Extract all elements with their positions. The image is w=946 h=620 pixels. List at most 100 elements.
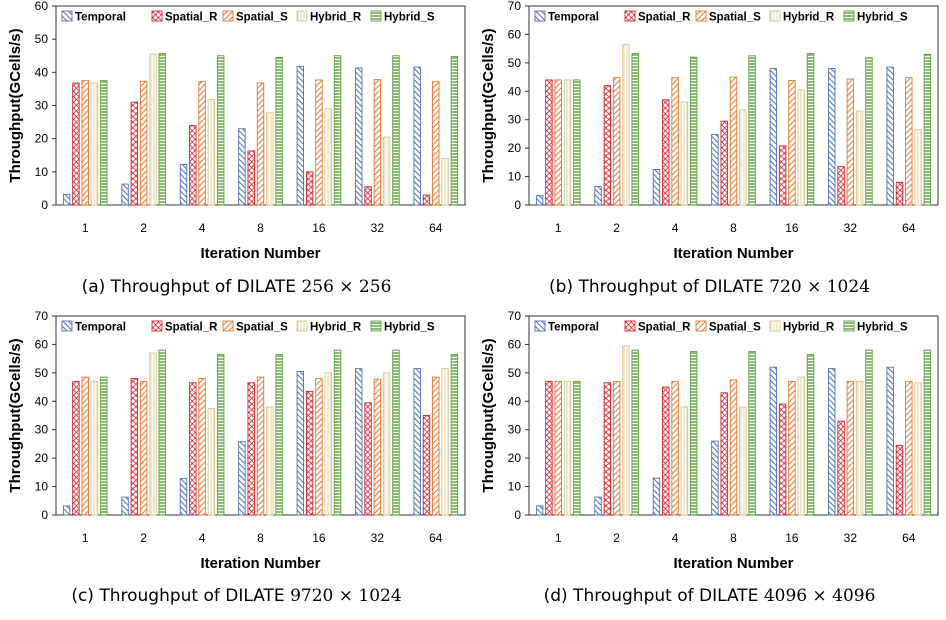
bar-spatial_r-iter-16 — [305, 171, 314, 206]
x-tick-label: 64 — [902, 531, 916, 545]
legend-swatch-spatial_s — [222, 10, 234, 22]
bar-hybrid_r-iter-4 — [207, 99, 216, 206]
bar-temporal-iter-2 — [594, 496, 602, 516]
bar-hybrid_s-iter-64 — [923, 53, 932, 206]
bar-hybrid_s-iter-16 — [806, 53, 815, 206]
bar-hybrid_r-iter-64 — [441, 368, 449, 516]
x-axis-label: Iteration Number — [673, 245, 793, 262]
x-tick-label: 1 — [555, 531, 562, 545]
bar-hybrid_s-iter-2 — [631, 53, 639, 206]
bar-spatial_s-iter-16 — [788, 80, 796, 206]
bar-spatial_s-iter-32 — [373, 79, 382, 206]
caption-math: 720 × 1024 — [769, 277, 870, 297]
bar-spatial_r-iter-16 — [778, 145, 787, 206]
bar-hybrid_s-iter-1 — [100, 80, 108, 206]
bar-hybrid_r-iter-16 — [797, 89, 805, 206]
caption-b: (b) Throughput of DILATE 720 × 1024 — [473, 277, 946, 297]
bar-spatial_r-iter-8 — [247, 382, 255, 516]
bar-spatial_s-iter-1 — [81, 376, 89, 516]
legend-label-temporal: Temporal — [75, 12, 126, 24]
bar-hybrid_r-iter-8 — [266, 112, 274, 206]
bar-temporal-iter-64 — [413, 368, 421, 516]
bar-hybrid_s-iter-8 — [275, 56, 283, 206]
bar-spatial_r-iter-64 — [422, 194, 431, 206]
bar-temporal-iter-64 — [413, 66, 421, 206]
bar-temporal-iter-32 — [828, 368, 836, 516]
bar-hybrid_r-iter-32 — [855, 380, 864, 516]
legend-swatch-spatial_s — [222, 320, 234, 332]
bar-spatial_r-iter-64 — [895, 444, 904, 516]
bar-spatial_r-iter-2 — [603, 382, 612, 516]
legend-swatch-temporal — [534, 10, 546, 22]
legend-label-temporal: Temporal — [548, 322, 599, 334]
bar-temporal-iter-32 — [828, 68, 836, 206]
y-tick-label: 50 — [35, 32, 49, 46]
bar-hybrid_r-iter-4 — [680, 406, 689, 516]
bar-spatial_r-iter-4 — [662, 99, 670, 206]
x-tick-label: 2 — [140, 531, 147, 545]
x-tick-label: 64 — [429, 221, 443, 235]
legend-swatch-temporal — [61, 320, 73, 332]
legend-swatch-hybrid_s — [370, 10, 382, 22]
legend-swatch-hybrid_r — [769, 320, 781, 332]
legend-swatch-spatial_r — [624, 320, 636, 332]
legend-label-hybrid_r: Hybrid_R — [310, 12, 362, 24]
x-tick-label: 1 — [82, 221, 89, 235]
legend-label-temporal: Temporal — [75, 322, 126, 334]
bar-spatial_s-iter-2 — [139, 80, 148, 206]
x-tick-label: 32 — [844, 531, 858, 545]
y-tick-label: 40 — [35, 394, 49, 408]
legend-label-spatial_s: Spatial_S — [236, 322, 288, 334]
bar-spatial_s-iter-32 — [846, 380, 855, 516]
x-tick-label: 16 — [785, 531, 799, 545]
legend-label-spatial_s: Spatial_S — [709, 12, 761, 24]
chart-panel-b: 0 10 20 30 40 50 60 70 1 2 4 8 16 32 64 Iteration Numbe… — [473, 0, 946, 310]
bar-spatial_s-iter-4 — [198, 81, 206, 206]
x-tick-label: 16 — [785, 221, 799, 235]
bar-hybrid_s-iter-1 — [573, 79, 581, 206]
bar-hybrid_r-iter-2 — [149, 352, 157, 516]
bar-temporal-iter-4 — [179, 164, 188, 206]
legend-label-hybrid_s: Hybrid_S — [857, 12, 908, 24]
x-tick-label: 1 — [555, 221, 562, 235]
bar-spatial_r-iter-16 — [778, 403, 787, 516]
bar-spatial_r-iter-2 — [603, 85, 612, 206]
bar-hybrid_s-iter-4 — [689, 351, 698, 516]
bar-hybrid_r-iter-64 — [914, 129, 922, 206]
y-tick-label: 70 — [35, 310, 49, 323]
y-axis-label: Throughput(GCells/s) — [480, 28, 497, 182]
y-tick-label: 50 — [35, 366, 49, 380]
legend: Temporal Spatial_R Spatial_S Hybrid_R Hybrid… — [61, 320, 435, 334]
bar-chart-b: 0 10 20 30 40 50 60 70 1 2 4 8 16 32 64 Iteration Numbe… — [480, 0, 939, 262]
bar-hybrid_r-iter-32 — [855, 110, 864, 206]
bar-spatial_s-iter-4 — [671, 77, 679, 206]
bar-spatial_s-iter-4 — [198, 378, 206, 516]
bar-hybrid_r-iter-16 — [324, 372, 332, 516]
legend-label-hybrid_s: Hybrid_S — [857, 322, 908, 334]
bar-hybrid_r-iter-64 — [441, 158, 449, 206]
bar-hybrid_s-iter-32 — [865, 349, 873, 516]
bar-spatial_s-iter-64 — [432, 376, 440, 516]
y-tick-label: 20 — [508, 451, 522, 465]
x-axis-label: Iteration Number — [673, 555, 793, 572]
x-tick-label: 4 — [199, 221, 206, 235]
y-tick-label: 10 — [35, 165, 49, 179]
legend-label-hybrid_s: Hybrid_S — [384, 322, 435, 334]
bar-hybrid_r-iter-8 — [739, 109, 747, 206]
x-tick-label: 2 — [613, 531, 620, 545]
bar-hybrid_s-iter-4 — [689, 56, 698, 206]
bar-hybrid_s-iter-32 — [392, 55, 400, 206]
bar-temporal-iter-1 — [535, 505, 544, 516]
bar-spatial_r-iter-32 — [837, 166, 845, 206]
legend-swatch-spatial_s — [695, 320, 707, 332]
legend: Temporal Spatial_R Spatial_S Hybrid_R Hybrid… — [534, 10, 908, 24]
bar-temporal-iter-64 — [886, 66, 894, 206]
bar-spatial_r-iter-2 — [130, 101, 139, 206]
bar-spatial_s-iter-16 — [788, 380, 796, 516]
bar-hybrid_r-iter-1 — [563, 380, 572, 516]
legend-swatch-temporal — [534, 320, 546, 332]
y-tick-label: 20 — [35, 132, 49, 146]
legend-swatch-hybrid_r — [769, 10, 781, 22]
y-tick-label: 20 — [35, 451, 49, 465]
legend-label-hybrid_r: Hybrid_R — [310, 322, 362, 334]
